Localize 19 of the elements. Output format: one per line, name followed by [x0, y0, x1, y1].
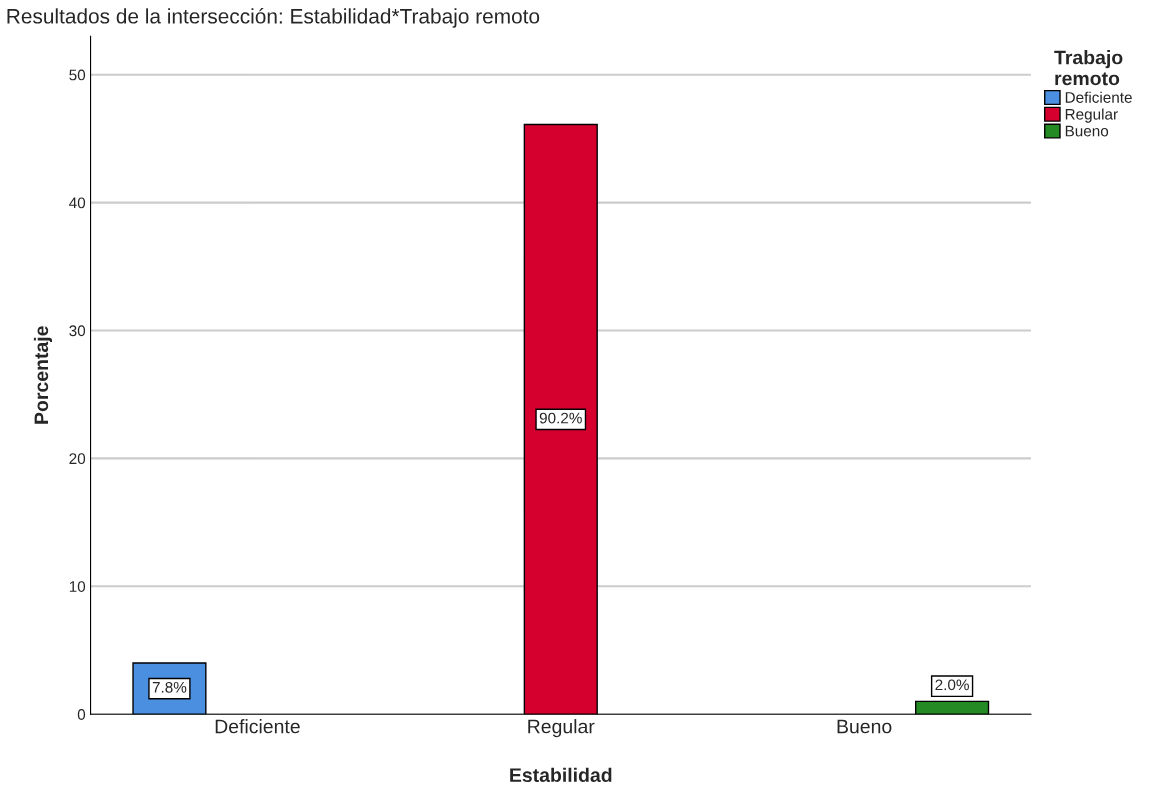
x-tick-label: Deficiente — [215, 719, 300, 734]
legend-title: Trabajo remoto — [1054, 50, 1123, 86]
y-tick-label: 0 — [77, 709, 86, 720]
y-tick-label: 50 — [69, 69, 86, 81]
x-axis-title: Estabilidad — [510, 767, 612, 783]
y-tick-label: 10 — [69, 581, 86, 592]
x-tick-label: Regular — [528, 719, 595, 738]
annotation: 7.8% — [152, 681, 187, 693]
annotation: 2.0% — [935, 679, 969, 691]
y-tick-label: 20 — [69, 453, 86, 465]
x-tick-label: Bueno — [837, 719, 892, 734]
legend-label: Regular — [1065, 108, 1118, 123]
y-axis-title: Porcentaje — [33, 326, 53, 424]
annotation: 90.2% — [539, 412, 582, 424]
chart-title: Resultados de la intersección: Estabilidad*Trabajo remoto — [7, 8, 540, 28]
y-tick-label: 40 — [69, 197, 86, 209]
y-tick-label: 30 — [69, 325, 86, 337]
legend-label: Deficiente — [1065, 91, 1132, 103]
legend-label: Bueno — [1065, 125, 1109, 137]
